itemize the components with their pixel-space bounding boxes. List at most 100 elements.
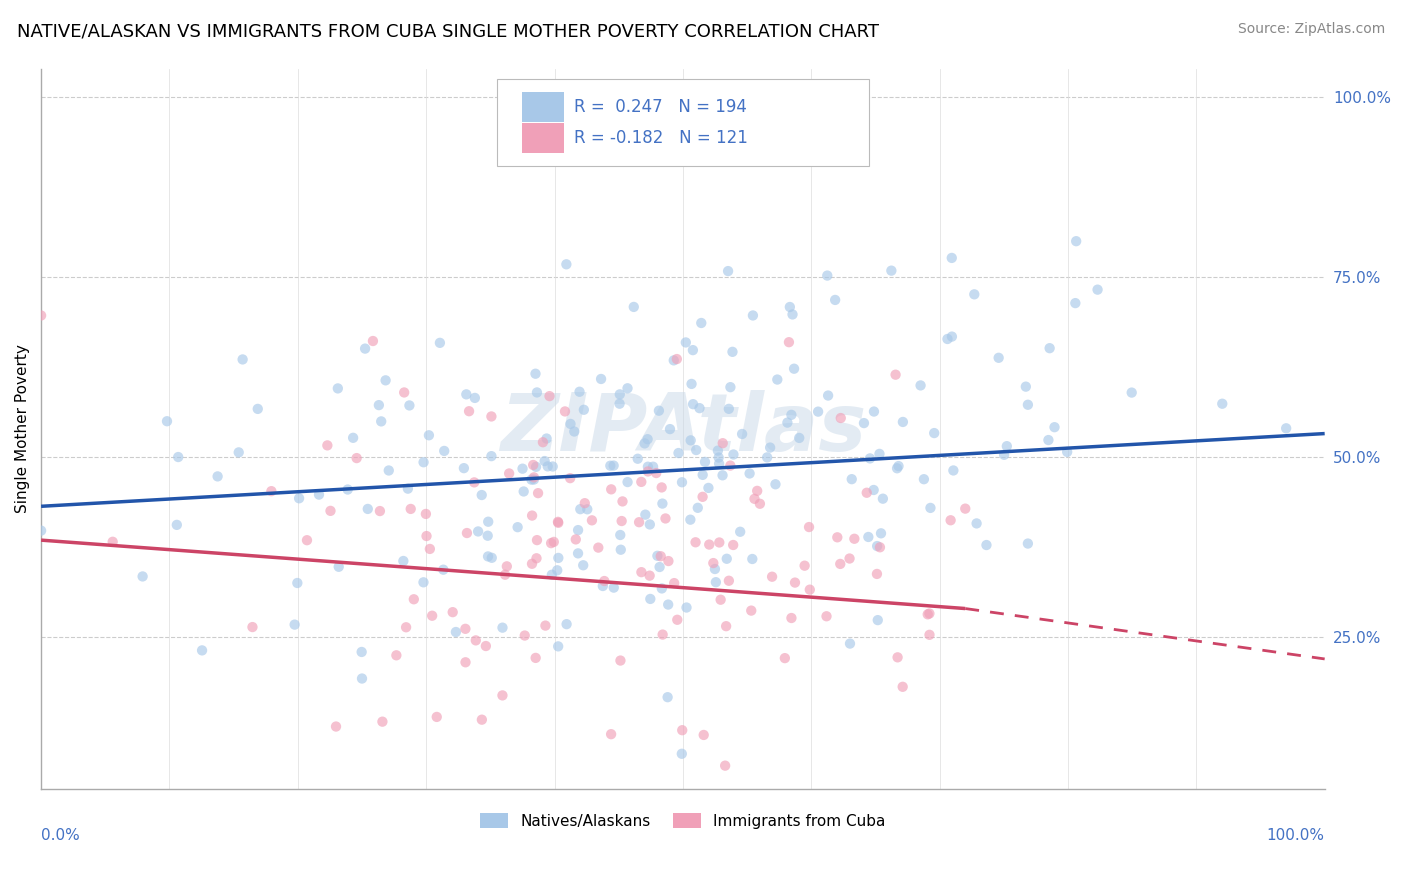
Point: [922, 426, 945, 441]
Point: [866, 613, 889, 627]
Point: [657, 554, 679, 568]
Point: [718, 380, 741, 394]
Point: [288, 491, 311, 506]
Point: [839, 637, 862, 651]
Point: [609, 654, 631, 668]
Point: [524, 651, 547, 665]
Point: [671, 475, 693, 490]
Point: [522, 458, 544, 472]
Point: [609, 528, 631, 542]
Point: [682, 397, 704, 411]
Point: [858, 530, 880, 544]
Point: [30, 309, 52, 323]
Point: [638, 517, 661, 532]
Point: [232, 352, 254, 367]
Point: [467, 524, 489, 539]
Point: [866, 566, 889, 581]
Point: [702, 556, 724, 570]
Point: [707, 457, 730, 471]
Point: [415, 529, 437, 543]
Point: [415, 507, 437, 521]
Point: [740, 604, 762, 618]
Point: [780, 611, 803, 625]
Point: [191, 643, 214, 657]
Point: [609, 387, 631, 401]
Point: [610, 542, 633, 557]
Point: [246, 401, 269, 416]
Point: [540, 567, 562, 582]
Point: [939, 513, 962, 527]
Point: [866, 539, 889, 553]
Point: [756, 450, 779, 465]
Point: [637, 459, 659, 474]
Point: [538, 389, 561, 403]
Point: [464, 633, 486, 648]
Point: [531, 435, 554, 450]
Point: [1039, 341, 1062, 355]
Point: [711, 436, 734, 450]
Point: [852, 416, 875, 430]
Point: [747, 483, 769, 498]
Point: [396, 482, 419, 496]
Point: [350, 645, 373, 659]
Point: [918, 628, 941, 642]
Point: [793, 558, 815, 573]
Point: [1087, 283, 1109, 297]
Point: [686, 500, 709, 515]
Point: [783, 575, 806, 590]
Point: [156, 414, 179, 428]
Point: [526, 551, 548, 566]
Point: [562, 425, 585, 439]
Point: [869, 541, 891, 555]
Point: [707, 443, 730, 458]
Point: [993, 448, 1015, 462]
Point: [941, 251, 963, 265]
Point: [799, 582, 821, 597]
Point: [361, 334, 384, 348]
Point: [600, 483, 623, 497]
Point: [679, 434, 702, 448]
FancyBboxPatch shape: [496, 79, 869, 166]
Point: [637, 465, 659, 479]
Point: [827, 530, 849, 544]
Point: [645, 466, 668, 480]
Point: [787, 431, 810, 445]
Point: [797, 520, 820, 534]
Point: [395, 620, 418, 634]
Point: [844, 532, 866, 546]
Point: [710, 592, 733, 607]
Point: [671, 723, 693, 738]
Point: [374, 373, 396, 387]
Point: [357, 502, 380, 516]
Point: [419, 541, 441, 556]
Point: [610, 514, 633, 528]
Text: R =  0.247   N = 194: R = 0.247 N = 194: [574, 98, 747, 116]
Point: [697, 537, 720, 551]
Point: [325, 719, 347, 733]
Point: [628, 515, 651, 529]
Point: [650, 549, 672, 564]
Point: [689, 401, 711, 416]
Point: [477, 529, 499, 543]
Point: [526, 385, 548, 400]
Point: [815, 268, 838, 283]
Point: [378, 463, 401, 477]
Point: [328, 559, 350, 574]
Point: [638, 568, 661, 582]
Point: [942, 463, 965, 477]
Point: [841, 472, 863, 486]
Point: [783, 361, 806, 376]
Text: ZIPAtlas: ZIPAtlas: [499, 390, 866, 467]
Point: [966, 516, 988, 531]
Point: [346, 451, 368, 466]
Point: [526, 533, 548, 548]
Point: [759, 441, 782, 455]
Point: [880, 263, 903, 277]
Point: [693, 455, 716, 469]
Point: [616, 475, 638, 489]
Point: [1275, 421, 1298, 435]
Point: [572, 558, 595, 573]
Point: [855, 485, 877, 500]
Point: [690, 316, 713, 330]
Point: [433, 444, 456, 458]
